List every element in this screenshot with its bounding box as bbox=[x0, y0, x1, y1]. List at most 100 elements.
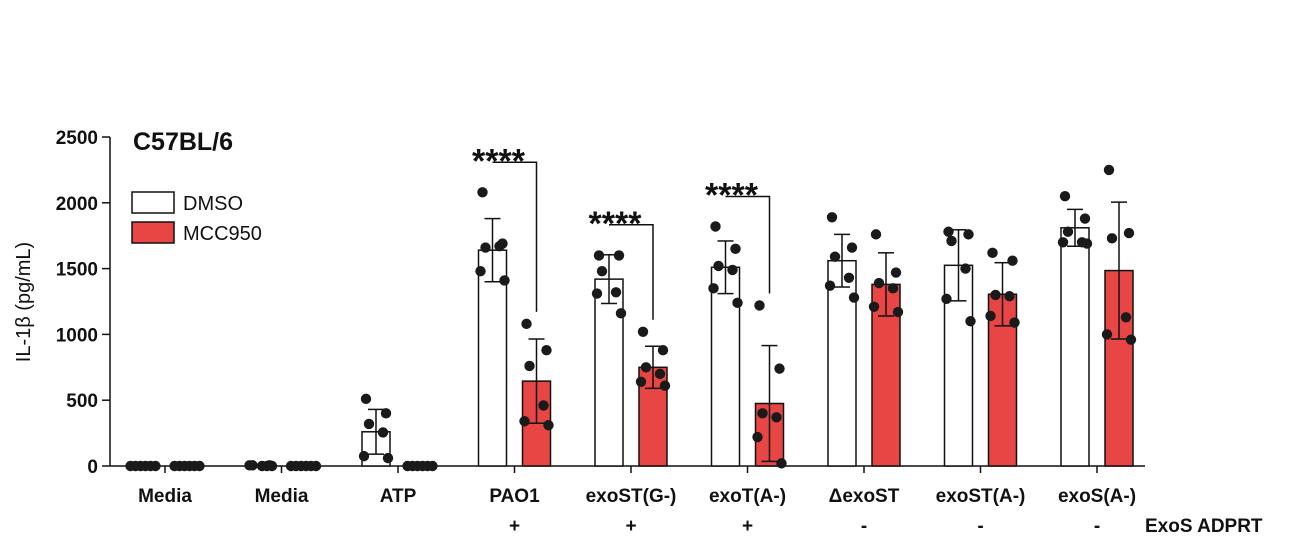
data-point-mcc950 bbox=[1004, 291, 1015, 302]
data-point-mcc950 bbox=[1125, 334, 1137, 345]
y-tick-label: 1500 bbox=[56, 260, 98, 281]
data-point-mcc950 bbox=[1120, 312, 1132, 323]
data-point-dmso bbox=[1059, 191, 1071, 202]
data-point-dmso bbox=[826, 212, 838, 223]
category-label: exoT(A-) bbox=[709, 486, 786, 507]
data-point-dmso bbox=[1081, 238, 1093, 249]
data-point-mcc950 bbox=[887, 283, 899, 294]
y-tick-label: 2500 bbox=[56, 128, 98, 149]
data-point-dmso bbox=[708, 283, 719, 294]
data-point-mcc950 bbox=[1103, 164, 1115, 176]
data-point-dmso bbox=[829, 251, 841, 262]
data-point-mcc950 bbox=[873, 277, 885, 289]
exos-adprt-row-label: ExoS ADPRT bbox=[1145, 516, 1263, 537]
data-point-mcc950 bbox=[194, 460, 205, 472]
bar-dmso bbox=[594, 278, 624, 467]
data-point-dmso bbox=[710, 221, 721, 232]
exos-adprt-value: + bbox=[509, 516, 520, 537]
significance-label: **** bbox=[589, 205, 643, 243]
data-point-dmso bbox=[475, 266, 486, 277]
data-point-dmso bbox=[613, 250, 625, 261]
data-point-dmso bbox=[266, 460, 278, 472]
y-tick-label: 2000 bbox=[56, 194, 98, 215]
data-point-dmso bbox=[596, 266, 608, 277]
data-point-mcc950 bbox=[524, 360, 535, 372]
significance-bracket bbox=[609, 224, 654, 320]
category-label: exoS(A-) bbox=[1058, 486, 1136, 507]
y-axis-label: IL-1β (pg/mL) bbox=[13, 242, 35, 362]
bar-dmso bbox=[1060, 227, 1090, 467]
data-point-dmso bbox=[848, 292, 860, 303]
data-point-mcc950 bbox=[657, 344, 669, 356]
legend-swatch-mcc950 bbox=[131, 221, 175, 244]
exos-adprt-value: - bbox=[977, 516, 983, 537]
data-point-dmso bbox=[150, 460, 161, 472]
data-point-dmso bbox=[1057, 237, 1069, 248]
data-point-mcc950 bbox=[1009, 317, 1020, 328]
data-point-mcc950 bbox=[776, 458, 787, 469]
data-point-dmso bbox=[247, 460, 258, 471]
data-point-dmso bbox=[843, 272, 855, 284]
data-point-mcc950 bbox=[538, 400, 549, 411]
data-point-mcc950 bbox=[659, 380, 671, 391]
data-point-dmso bbox=[713, 260, 724, 272]
data-point-dmso bbox=[732, 297, 743, 309]
data-point-dmso bbox=[363, 418, 375, 430]
category-label: PAO1 bbox=[489, 486, 540, 507]
data-point-dmso bbox=[946, 235, 957, 247]
data-point-mcc950 bbox=[870, 229, 882, 240]
significance-bracket bbox=[492, 161, 538, 312]
data-point-dmso bbox=[615, 308, 627, 319]
exos-adprt-value: - bbox=[861, 516, 867, 537]
data-point-mcc950 bbox=[990, 289, 1001, 301]
significance-label: **** bbox=[472, 142, 526, 180]
data-point-dmso bbox=[382, 452, 394, 464]
data-point-mcc950 bbox=[1106, 233, 1118, 244]
data-point-mcc950 bbox=[771, 412, 782, 423]
data-point-dmso bbox=[941, 293, 952, 305]
significance-bracket bbox=[725, 195, 771, 294]
data-point-dmso bbox=[730, 243, 741, 255]
data-point-mcc950 bbox=[757, 408, 768, 419]
category-label: exoST(G-) bbox=[586, 486, 677, 507]
data-point-dmso bbox=[727, 264, 738, 276]
data-point-dmso bbox=[593, 250, 605, 261]
data-point-mcc950 bbox=[541, 344, 552, 356]
data-point-mcc950 bbox=[310, 460, 322, 472]
data-point-dmso bbox=[499, 275, 510, 286]
data-point-dmso bbox=[943, 226, 954, 237]
data-point-mcc950 bbox=[754, 300, 765, 311]
data-point-mcc950 bbox=[1123, 227, 1135, 239]
category-label: ATP bbox=[380, 486, 417, 507]
data-point-mcc950 bbox=[640, 362, 652, 373]
data-point-mcc950 bbox=[427, 460, 438, 472]
data-point-mcc950 bbox=[1101, 329, 1113, 340]
data-point-mcc950 bbox=[654, 368, 666, 380]
significance-label: **** bbox=[705, 176, 759, 214]
category-label: Media bbox=[255, 486, 309, 507]
exos-adprt-value: - bbox=[1094, 516, 1100, 537]
data-point-dmso bbox=[824, 280, 836, 291]
data-point-dmso bbox=[963, 229, 974, 240]
y-tick-label: 1000 bbox=[56, 325, 98, 346]
data-point-dmso bbox=[610, 287, 622, 298]
data-point-mcc950 bbox=[987, 247, 998, 259]
y-tick-label: 500 bbox=[66, 391, 98, 412]
data-point-mcc950 bbox=[774, 363, 785, 374]
data-point-mcc950 bbox=[635, 376, 647, 387]
data-point-dmso bbox=[960, 263, 971, 274]
data-point-mcc950 bbox=[890, 267, 902, 278]
legend-label-dmso: DMSO bbox=[183, 193, 243, 215]
chart-title: C57BL/6 bbox=[133, 128, 233, 156]
data-point-mcc950 bbox=[892, 306, 904, 318]
legend: DMSO MCC950 bbox=[131, 191, 262, 245]
data-point-mcc950 bbox=[985, 310, 996, 322]
data-point-dmso bbox=[1079, 213, 1091, 224]
data-point-mcc950 bbox=[1007, 255, 1018, 266]
category-label: Media bbox=[138, 486, 192, 507]
data-point-dmso bbox=[380, 408, 392, 419]
data-point-dmso bbox=[477, 187, 488, 198]
legend-swatch-dmso bbox=[131, 191, 175, 214]
category-label: exoST(A-) bbox=[936, 486, 1026, 507]
